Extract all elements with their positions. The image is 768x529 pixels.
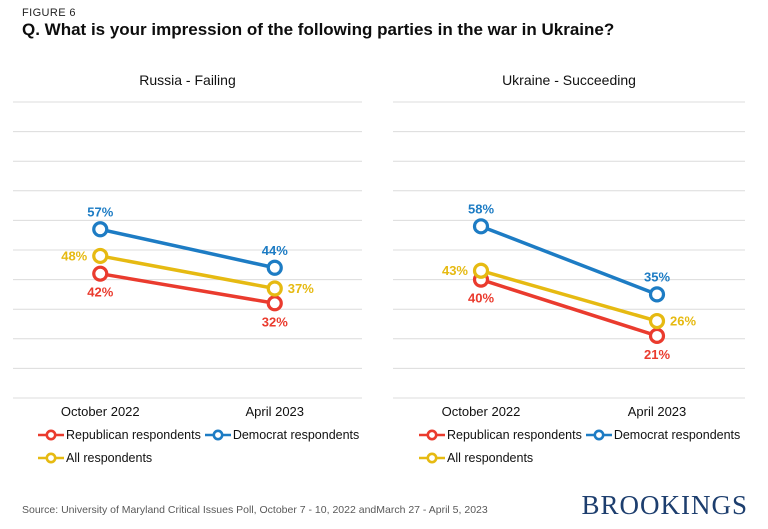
legend-item-all: All respondents bbox=[38, 451, 152, 465]
series-line-democrat bbox=[480, 224, 658, 297]
value-label-democrat: 44% bbox=[262, 243, 288, 258]
figure-number: FIGURE 6 bbox=[22, 7, 76, 19]
legend-item-democrat: Democrat respondents bbox=[585, 428, 741, 442]
panel-title-russia-failing: Russia - Failing bbox=[139, 72, 236, 88]
data-point-all bbox=[92, 247, 109, 265]
legend-left: Republican respondents Democrat responden… bbox=[38, 428, 390, 465]
legend-label: All respondents bbox=[66, 451, 153, 465]
value-label-republican: 40% bbox=[468, 291, 494, 306]
x-axis-label: October 2022 bbox=[61, 404, 140, 419]
value-label-democrat: 57% bbox=[87, 204, 113, 219]
legend-item-republican: Republican respondents bbox=[38, 428, 201, 442]
legend-item-all: All respondents bbox=[419, 451, 533, 465]
data-point-democrat bbox=[472, 218, 490, 235]
legend-label: Republican respondents bbox=[66, 428, 201, 442]
data-point-all bbox=[472, 262, 490, 279]
panel-title-ukraine-succeeding: Ukraine - Succeeding bbox=[502, 72, 636, 88]
legend-marker-all bbox=[38, 452, 64, 464]
data-point-republican bbox=[266, 295, 283, 312]
series-line-republican bbox=[480, 277, 658, 338]
legend-label: All respondents bbox=[447, 451, 534, 465]
data-point-all bbox=[266, 280, 283, 297]
data-point-democrat bbox=[648, 286, 666, 303]
data-point-republican bbox=[648, 327, 666, 344]
legend-marker-all bbox=[419, 452, 445, 464]
slope-chart-ukraine-succeeding: October 2022 April 2023 40% 21% 58% 35% 43% 26% bbox=[393, 101, 745, 419]
data-point-democrat bbox=[92, 221, 109, 238]
series-line-all bbox=[480, 269, 658, 323]
legend-marker-democrat bbox=[204, 429, 231, 441]
figure-title: Q. What is your impression of the follow… bbox=[22, 20, 615, 39]
slope-chart-russia-failing: October 2022 April 2023 42% 32% 57% 44% 48% 37% bbox=[13, 101, 362, 419]
value-label-democrat: 58% bbox=[468, 201, 494, 216]
value-label-republican: 32% bbox=[262, 314, 288, 329]
series-line-republican bbox=[99, 271, 276, 306]
legend-label: Republican respondents bbox=[447, 428, 582, 442]
legend-item-democrat: Democrat respondents bbox=[204, 428, 360, 442]
value-label-republican: 21% bbox=[644, 347, 670, 362]
legend-marker-democrat bbox=[585, 429, 612, 441]
legend-marker-republican bbox=[38, 429, 64, 441]
source-note: Source: University of Maryland Critical … bbox=[22, 504, 488, 516]
legend-label: Democrat respondents bbox=[613, 428, 741, 442]
x-axis-label: October 2022 bbox=[442, 404, 521, 419]
x-axis-label: April 2023 bbox=[628, 404, 687, 419]
brookings-logo: BROOKINGS bbox=[581, 490, 748, 520]
value-label-all: 43% bbox=[442, 263, 468, 278]
value-label-all: 26% bbox=[670, 314, 696, 329]
x-axis-label: April 2023 bbox=[245, 404, 304, 419]
data-point-all bbox=[648, 312, 666, 330]
value-label-republican: 42% bbox=[87, 285, 113, 300]
legend-item-republican: Republican respondents bbox=[419, 428, 582, 442]
data-point-democrat bbox=[266, 259, 283, 276]
value-label-democrat: 35% bbox=[644, 269, 670, 284]
legend-label: Democrat respondents bbox=[232, 428, 360, 442]
legend-right: Republican respondents Democrat responden… bbox=[419, 428, 768, 465]
value-label-all: 48% bbox=[61, 248, 87, 263]
series-line-all bbox=[99, 254, 276, 291]
legend-marker-republican bbox=[419, 429, 445, 441]
series-line-democrat bbox=[99, 227, 276, 270]
value-label-all: 37% bbox=[288, 281, 314, 296]
data-point-republican bbox=[92, 265, 109, 282]
